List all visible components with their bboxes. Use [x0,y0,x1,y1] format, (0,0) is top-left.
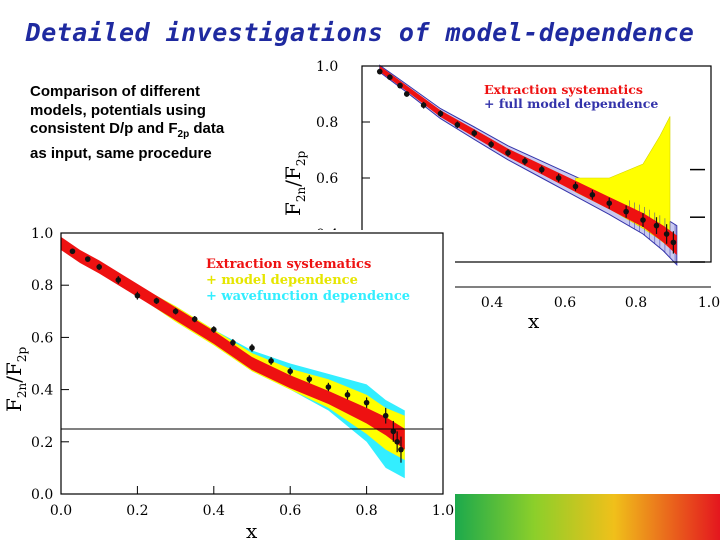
back-xtick-label-0: 0.4 [481,295,503,311]
gradient-bar-fill [455,494,720,540]
back-chart-side-marks [690,168,705,263]
back-point-4 [420,102,427,108]
back-point-8 [488,141,494,148]
back-chart-xlabel: x [528,309,540,333]
description-line-2: models, potentials using [30,101,206,119]
description-line-4: as input, same procedure [30,144,212,162]
back-point-7 [471,130,478,136]
back-point-6 [454,122,461,128]
back-legend-1: Extraction systematics [484,82,643,97]
back-point-9 [505,150,511,156]
back-chart-points [376,68,677,254]
back-xtick-label-2: 0.8 [625,295,647,311]
back-point-20 [670,239,677,246]
back-chart-yticks: 1.00.80.60.4 [316,59,370,243]
back-point-13 [572,183,579,190]
back-point-0 [376,68,383,75]
back-point-11 [538,166,545,173]
slide-title: Detailed investigations of model-depende… [25,18,695,47]
back-ylabel-main: F [281,202,305,216]
back-point-2 [397,82,403,89]
back-point-3 [403,91,410,97]
back-point-14 [589,192,596,198]
back-xtick-label-1: 0.6 [554,295,576,311]
back-xtick-label-3: 1.0 [698,295,720,311]
back-legend-2: + full model dependence [484,96,658,111]
back-ylabel-slash: /F [281,166,305,187]
back-point-15 [606,200,613,206]
slide-description: Comparison of different models, potential… [30,83,280,163]
description-line-3b: data [193,120,225,137]
back-ytick-label-1: 0.8 [316,115,338,131]
description-line-3a: consistent D/p and F [30,120,178,137]
back-point-17 [640,217,646,223]
back-ylabel-sub1: 2n [294,186,308,202]
back-point-19 [663,231,670,237]
back-chart-ylabel: F2n/F2p [281,150,308,216]
back-point-1 [387,74,393,80]
back-point-18 [653,222,660,229]
back-model-band [575,116,671,249]
back-systematics-band [379,66,677,255]
description-line-1: Comparison of different [30,83,201,100]
svg-text:F2n/F2p: F2n/F2p [281,150,308,216]
back-ytick-label-0: 1.0 [316,59,338,75]
description-sub: 2p [177,129,190,140]
back-point-16 [623,208,629,215]
back-chart-xticks: 0.4 0.6 0.8 1.0 [455,286,720,311]
back-ylabel-sub2: 2p [294,150,308,166]
back-point-12 [555,175,562,181]
back-point-10 [522,158,528,164]
back-ytick-label-2: 0.6 [316,171,338,187]
back-point-5 [437,110,444,117]
front-chart-backdrop [0,230,455,540]
